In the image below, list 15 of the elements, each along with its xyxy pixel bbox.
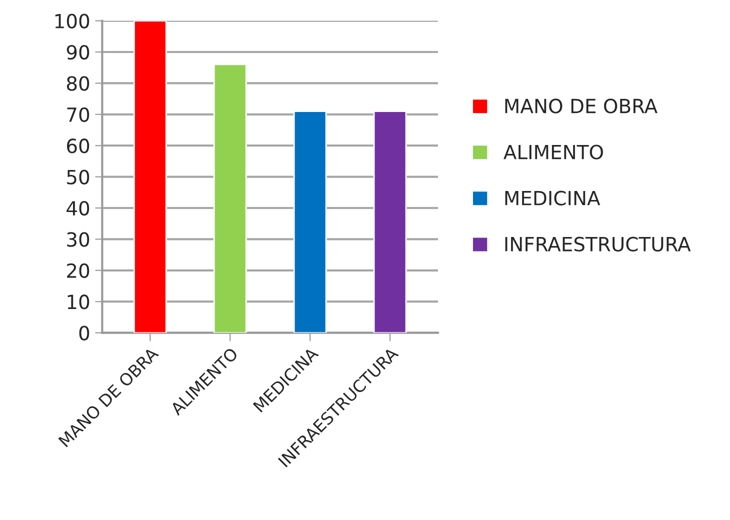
legend-label: INFRAESTRUCTURA bbox=[505, 236, 691, 252]
y-tick-label: 50 bbox=[67, 170, 90, 184]
y-tick-label: 80 bbox=[66, 76, 90, 91]
y-tick-label: 20 bbox=[67, 263, 90, 278]
legend-label: MEDICINA bbox=[505, 190, 600, 206]
y-tick-label: 30 bbox=[67, 232, 90, 247]
y-tick-label: 60 bbox=[67, 138, 90, 154]
y-tick-label: 40 bbox=[66, 200, 90, 216]
y-tick-label: 100 bbox=[55, 14, 90, 28]
legend-label: MANO DE OBRA bbox=[505, 98, 658, 114]
y-tick-label: 90 bbox=[66, 44, 90, 60]
y-tick-label: 70 bbox=[67, 107, 90, 122]
y-tick-label: 10 bbox=[68, 294, 90, 310]
y-tick-label: 0 bbox=[79, 326, 90, 340]
legend-label: ALIMENTO bbox=[504, 144, 603, 160]
